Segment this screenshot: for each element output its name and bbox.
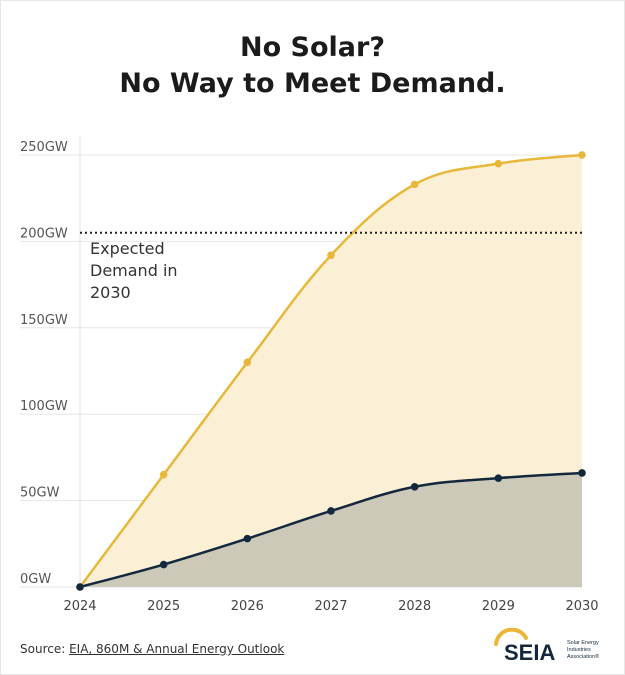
series-1-point [410, 482, 419, 491]
seia-logo: SEIA Solar Energy Industries Association… [494, 628, 599, 665]
series-1-point [578, 469, 586, 477]
demand-label-line: 2030 [90, 283, 131, 302]
series-0-point [327, 251, 335, 260]
logo-tagline-1: Solar Energy [567, 640, 599, 646]
series-1-point [159, 560, 168, 569]
series-0-point [243, 358, 252, 367]
solar-capacity-chart: 0GW 50GW 100GW 150GW 200GW 250GW Expected Deman… [20, 135, 599, 614]
logo-tagline-2: Industries [567, 647, 591, 653]
title-line-2: No Way to Meet Demand. [119, 68, 506, 99]
x-tick-label: 2028 [398, 599, 431, 614]
x-tick-label: 2024 [63, 599, 96, 614]
chart-title: No Solar? No Way to Meet Demand. [0, 30, 625, 102]
y-tick-label: 200GW [20, 226, 68, 241]
source-link[interactable]: EIA, 860M & Annual Energy Outlook [69, 642, 285, 656]
y-tick-label: 150GW [20, 313, 68, 328]
series-0-area [80, 155, 582, 587]
logo-wordmark: SEIA [504, 640, 555, 665]
y-tick-label: 50GW [20, 486, 60, 501]
series-0-point [159, 470, 168, 479]
logo-tagline-3: Association® [567, 653, 599, 660]
demand-label-line: Expected [90, 239, 165, 258]
y-tick-label: 100GW [20, 399, 68, 414]
series-1-point [76, 583, 84, 591]
series-0-point [410, 180, 419, 189]
logo-sun-arc-icon [494, 628, 528, 646]
source-prefix: Source: [20, 642, 70, 656]
series-1-point [243, 534, 252, 543]
x-tick-label: 2027 [314, 599, 347, 614]
x-tick-label: 2030 [565, 599, 598, 614]
series-0-point [494, 159, 503, 168]
title-line-1: No Solar? [240, 32, 385, 63]
series-1-point [327, 507, 335, 515]
source-note: Source: EIA, 860M & Annual Energy Outloo… [20, 642, 284, 656]
demand-label-line: Demand in [90, 261, 178, 280]
y-tick-label: 250GW [20, 140, 68, 155]
y-tick-label: 0GW [20, 572, 51, 587]
series-1-area [80, 472, 582, 587]
series-0-point [578, 151, 586, 159]
series-1-point [494, 474, 503, 482]
x-tick-label: 2025 [147, 599, 180, 614]
x-tick-label: 2026 [231, 599, 264, 614]
x-tick-label: 2029 [482, 599, 515, 614]
